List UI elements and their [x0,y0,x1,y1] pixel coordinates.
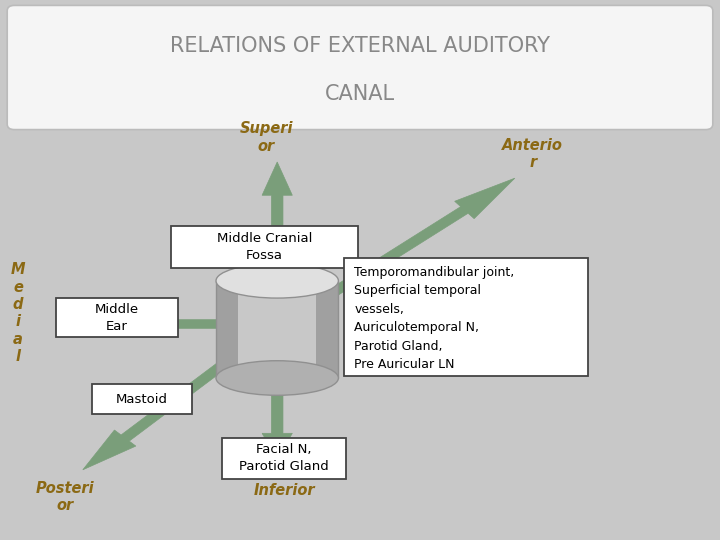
FancyBboxPatch shape [171,226,358,268]
Bar [316,281,338,378]
Text: M
e
d
i
a
l: M e d i a l [11,262,25,364]
Text: Middle
Ear: Middle Ear [95,302,139,333]
Polygon shape [83,353,238,470]
FancyBboxPatch shape [92,384,192,414]
Text: Posteri
or: Posteri or [35,481,94,513]
Bar [216,281,338,378]
Text: Anterio
r: Anterio r [503,138,563,170]
Text: Mastoid: Mastoid [116,393,168,406]
FancyBboxPatch shape [344,258,588,376]
Polygon shape [331,178,515,295]
Text: RELATIONS OF EXTERNAL AUDITORY: RELATIONS OF EXTERNAL AUDITORY [170,36,550,56]
Text: Middle Cranial
Fossa: Middle Cranial Fossa [217,232,312,262]
Text: Facial N,
Parotid Gland: Facial N, Parotid Gland [239,443,328,474]
Bar [216,281,338,378]
Bar [216,281,238,378]
Text: Superi
or: Superi or [240,122,293,154]
Polygon shape [262,162,292,281]
Text: Inferior: Inferior [253,483,315,498]
FancyBboxPatch shape [56,298,178,337]
Polygon shape [90,313,220,335]
FancyBboxPatch shape [222,438,346,479]
Text: CANAL: CANAL [325,84,395,105]
Polygon shape [262,367,292,459]
Ellipse shape [216,264,338,298]
Text: Temporomandibular joint,
Superficial temporal
vessels,
Auriculotemporal N,
Parot: Temporomandibular joint, Superficial tem… [354,266,515,371]
FancyBboxPatch shape [7,5,713,130]
Ellipse shape [216,361,338,395]
